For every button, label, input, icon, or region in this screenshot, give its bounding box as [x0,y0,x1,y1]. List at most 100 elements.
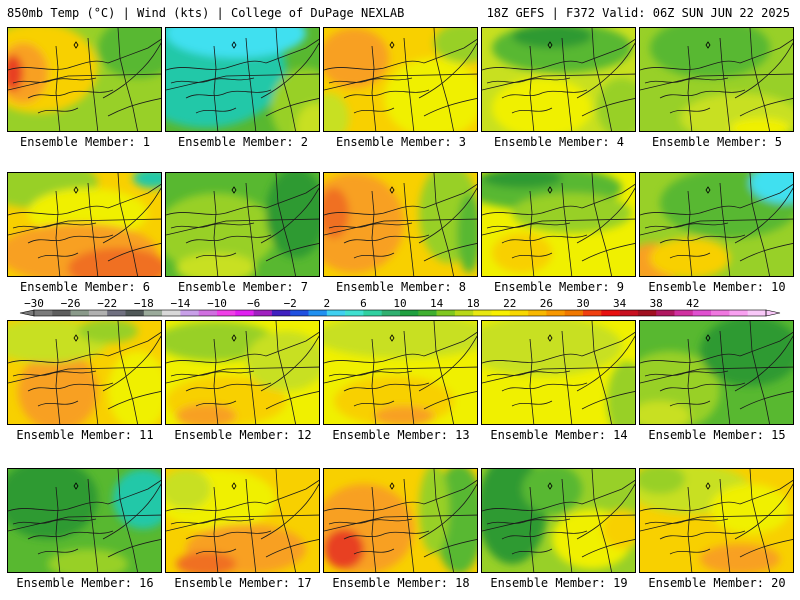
ensemble-member-map [481,172,636,277]
colorbar-swatch [107,310,126,316]
boundary-line [581,479,635,505]
boundary-line [170,370,255,377]
boundary-line [8,220,69,236]
colorbar-swatch [345,310,364,316]
temperature-field-map [640,28,793,131]
boundary-line [529,338,535,424]
colorbar-swatch [436,310,456,316]
boundary-line [265,98,319,117]
colorbar-tick-label: 26 [540,297,553,310]
boundary-line [383,514,477,518]
colorbar-tick-label: −14 [170,297,190,310]
temperature-region [166,28,306,58]
boundary-line [12,77,97,84]
temperature-region [640,401,690,424]
map-boundaries [8,469,161,572]
ensemble-member-map [481,320,636,425]
ensemble-member-map [639,320,794,425]
ensemble-member-label: Ensemble Member: 14 [490,428,628,442]
boundary-line [170,77,255,84]
boundary-line [699,514,793,518]
boundary-line [644,222,729,229]
boundary-line [501,89,588,99]
diamond-marker-icon [231,186,237,194]
boundary-line [644,518,729,525]
colorbar-swatch [674,310,694,316]
temperature-field-map [8,469,161,572]
boundary-line [576,187,635,244]
colorbar-tick-label: 14 [430,297,444,310]
boundary-line [185,234,272,244]
temperature-region [522,469,582,514]
boundary-line [640,501,741,512]
temperature-region [597,78,635,131]
boundary-line [12,370,97,377]
boundary-line [328,370,413,377]
map-boundaries [482,469,635,572]
colorbar-swatch [217,310,236,316]
boundary-line [8,60,109,71]
map-boundaries [8,28,161,131]
map-boundaries [482,173,635,276]
ensemble-member-map [7,172,162,277]
temperature-field-map [482,469,635,572]
map-boundaries [8,173,161,276]
temperature-region [133,173,161,188]
temperature-region [750,173,793,203]
boundary-line [265,243,319,262]
colorbar-swatch [418,310,437,316]
boundary-line [260,42,319,99]
ensemble-member-label: Ensemble Member: 1 [19,135,151,149]
boundary-line [418,187,477,244]
boundary-line [225,218,319,222]
temperature-field-map [324,321,477,424]
colorbar-tick-label: 6 [360,297,367,310]
boundary-line [67,218,161,222]
colorbar-swatch [143,310,163,316]
boundary-line [371,190,377,276]
boundary-line [739,391,793,410]
boundary-line [576,42,635,99]
boundary-line [225,366,319,370]
boundary-line [423,98,477,117]
colorbar-swatch [326,310,346,316]
boundary-line [107,539,161,558]
boundary-line [541,366,635,370]
boundary-line [102,483,161,540]
boundary-line [423,479,477,505]
map-boundaries [8,321,161,424]
boundary-line [67,366,161,370]
ensemble-member-label: Ensemble Member: 8 [335,280,467,294]
colorbar-tick-label: −30 [24,297,44,310]
temperature-field-map [166,173,319,276]
boundary-line [107,479,161,505]
diamond-marker-icon [389,334,395,342]
boundary-line [739,539,793,558]
boundary-line [383,73,477,77]
boundary-line [734,42,793,99]
ensemble-member-map [165,468,320,573]
boundary-line [265,479,319,505]
boundary-line [699,73,793,77]
boundary-line [166,220,227,236]
boundary-line [225,514,319,518]
boundary-line [501,234,588,244]
temperature-region [324,529,364,569]
boundary-line [260,335,319,392]
boundary-line [423,539,477,558]
temperature-field-map [640,469,793,572]
diamond-marker-icon [73,186,79,194]
boundary-line [699,366,793,370]
colorbar-swatch [509,310,529,316]
boundary-line [265,539,319,558]
boundary-line [486,370,571,377]
colorbar-swatch [400,310,419,316]
boundary-line [343,89,430,99]
boundary-line [8,501,109,512]
ensemble-member-map [7,468,162,573]
boundary-line [102,42,161,99]
temperature-field-map [640,321,793,424]
ensemble-member-label: Ensemble Member: 20 [648,576,786,590]
colorbar-tick-label: −6 [247,297,260,310]
boundary-line [328,518,413,525]
